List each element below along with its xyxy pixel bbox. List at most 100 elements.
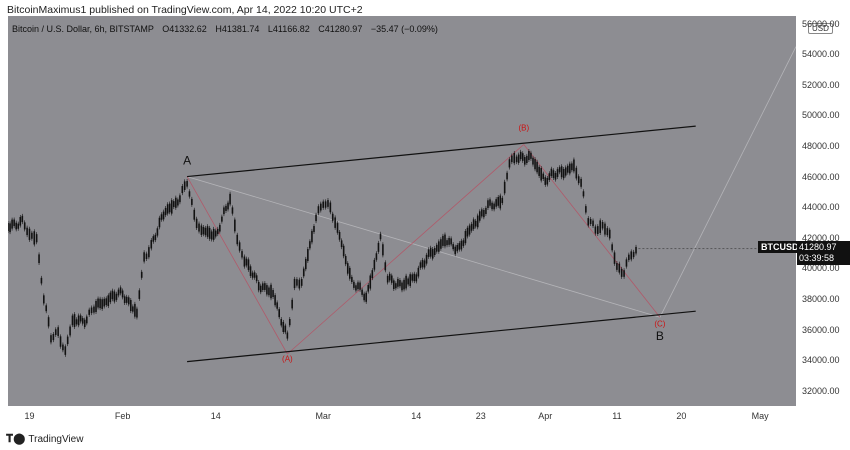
candle-body [589, 218, 592, 225]
price-tick-label: 56000.00 [802, 18, 840, 29]
footer-logo[interactable]: 𝐓⬤ TradingView [6, 432, 83, 446]
candle-body [35, 234, 38, 243]
candle-body [611, 244, 613, 251]
candle-body [382, 244, 384, 256]
candle-body [164, 207, 167, 216]
candle-body [219, 224, 221, 232]
candle-body [351, 276, 353, 282]
price-tick-label: 54000.00 [802, 49, 840, 60]
candle-body [423, 260, 426, 268]
candle-body [317, 206, 320, 214]
candle-body [109, 292, 112, 303]
time-tick-label: 14 [210, 411, 221, 421]
wave-label: A [183, 153, 191, 167]
time-tick-label: 23 [475, 411, 486, 421]
candle-body [536, 161, 538, 173]
candle-body [462, 240, 465, 246]
time-axis[interactable] [8, 406, 796, 426]
symbol-tag: BTCUSD [758, 241, 802, 253]
candle-body [433, 248, 436, 255]
candle-body [195, 218, 198, 229]
candle-body [204, 227, 207, 236]
candle-body [154, 234, 157, 241]
candle-body [23, 222, 26, 230]
candle-body [103, 298, 105, 307]
price-axis[interactable] [796, 16, 850, 406]
candle-body [231, 207, 234, 214]
candle-body [450, 238, 452, 245]
price-chart[interactable]: A (B) (A) (C)B [8, 16, 796, 406]
candle-body [158, 217, 161, 228]
candle-body [587, 218, 590, 226]
candle-body [419, 262, 422, 268]
currency-badge[interactable]: USD [808, 23, 833, 34]
candle-body [365, 292, 367, 302]
chart-frame[interactable] [8, 16, 796, 406]
candle-body [13, 219, 15, 227]
candle-body [630, 251, 633, 260]
candle-body [298, 279, 301, 289]
candle-body [93, 306, 95, 313]
candle-body [69, 326, 71, 336]
time-tick-label: Apr [538, 411, 553, 421]
candle-body [28, 228, 31, 240]
candle-body [66, 336, 69, 345]
candle-body [140, 271, 143, 278]
legend-close-label: C [318, 24, 325, 34]
candle-body [497, 197, 499, 206]
candle-body [134, 303, 136, 317]
candle-body [8, 223, 9, 232]
wave-label: (B) [518, 124, 529, 133]
candle-body [478, 211, 481, 221]
candle-body [123, 296, 126, 303]
candle-body [411, 274, 414, 281]
candle-body [212, 228, 215, 240]
candle-body [15, 222, 17, 230]
candle-body [386, 275, 389, 283]
candle-body [349, 267, 351, 279]
candle-body [359, 282, 361, 290]
candle-body [119, 287, 122, 294]
candle-body [266, 285, 268, 295]
channel-line [187, 310, 696, 363]
candle-body [566, 165, 569, 173]
candle-body [474, 220, 477, 227]
candle-body [442, 235, 444, 246]
candle-body [592, 220, 594, 227]
candle-body [554, 172, 557, 180]
candle-body [247, 259, 250, 270]
candle-body [367, 284, 370, 292]
candle-body [307, 249, 309, 262]
candle-body [229, 193, 231, 205]
candle-body [585, 206, 587, 213]
candle-body [440, 239, 442, 249]
time-tick-label: Feb [114, 411, 131, 421]
candle-body [550, 168, 553, 177]
candle-body [327, 200, 329, 207]
candle-body [40, 277, 43, 284]
candle-body [148, 247, 150, 258]
candle-body [390, 275, 393, 283]
candle-body [540, 168, 542, 181]
candle-body [481, 209, 483, 217]
candle-body [575, 167, 578, 179]
candle-body [21, 215, 24, 223]
candle-body [573, 159, 575, 172]
candle-body [236, 234, 239, 245]
candle-body [249, 266, 252, 276]
candle-body [282, 321, 285, 332]
candle-body [64, 346, 67, 355]
candle-body [538, 166, 540, 176]
candle-body [470, 223, 473, 231]
candle-body [241, 251, 243, 258]
candle-body [403, 279, 405, 290]
candle-body [346, 263, 349, 274]
candle-body [623, 270, 625, 277]
candle-body [47, 317, 50, 327]
candle-body [613, 252, 616, 264]
candle-body [425, 254, 428, 264]
candle-body [322, 201, 324, 208]
candle-body [483, 209, 485, 218]
candle-body [115, 293, 118, 300]
wave-line [523, 144, 661, 318]
